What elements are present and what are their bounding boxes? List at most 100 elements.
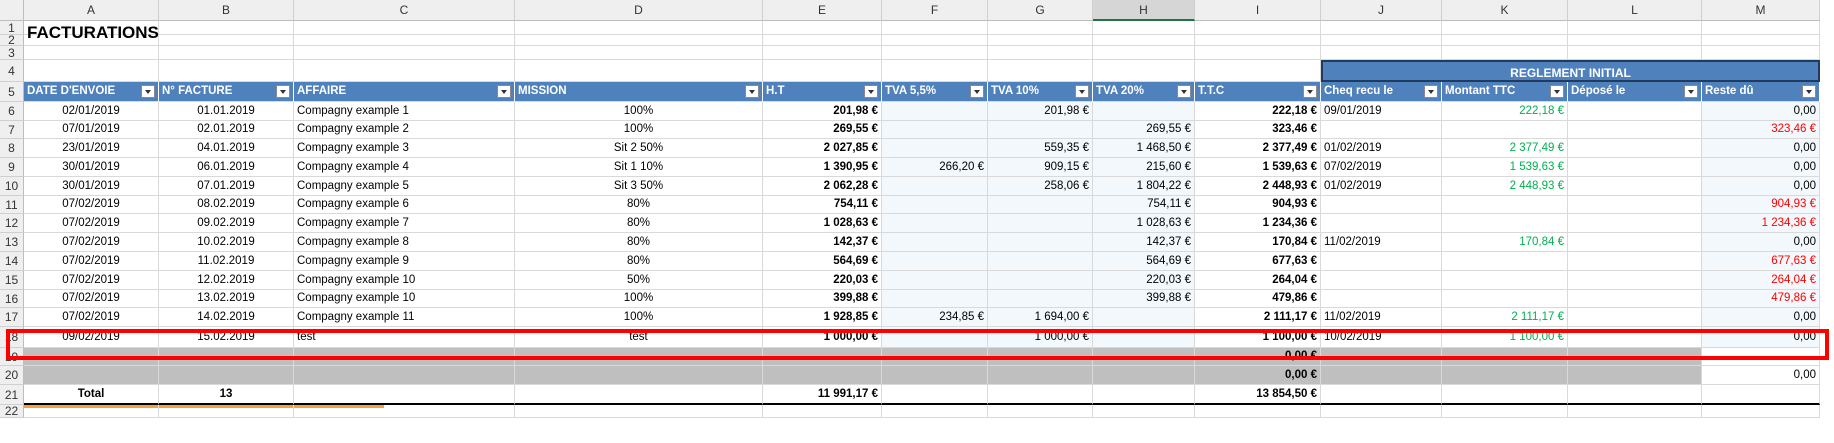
cell-gray[interactable] (763, 348, 882, 366)
cell-cheq[interactable]: 01/02/2019 (1321, 177, 1442, 196)
filter-dropdown-icon[interactable] (864, 85, 878, 98)
cell-date[interactable]: 07/02/2019 (24, 214, 159, 233)
empty-cell[interactable] (988, 405, 1093, 418)
cell-montant[interactable] (1442, 196, 1568, 214)
empty-cell[interactable] (882, 35, 988, 46)
row-header-4[interactable]: 4 (0, 60, 24, 82)
cell-date[interactable]: 09/02/2019 (24, 327, 159, 348)
empty-cell[interactable] (882, 60, 988, 82)
filter-dropdown-icon[interactable] (1075, 85, 1089, 98)
cell-mission[interactable]: 50% (515, 271, 763, 290)
cell-gray[interactable]: 0,00 € (1195, 348, 1321, 366)
cell-affaire[interactable]: test (294, 327, 515, 348)
empty-cell[interactable] (988, 21, 1093, 35)
row-header-22[interactable]: 22 (0, 405, 24, 418)
cell-montant[interactable] (1442, 214, 1568, 233)
row-header-10[interactable]: 10 (0, 177, 24, 196)
cell-mission[interactable]: 100% (515, 308, 763, 327)
cell-reste[interactable]: 0,00 (1702, 102, 1820, 121)
empty-cell[interactable] (1321, 405, 1442, 418)
total-cell[interactable] (1093, 385, 1195, 405)
cell-t55[interactable] (882, 271, 988, 290)
row-header-6[interactable]: 6 (0, 102, 24, 121)
cell-mission[interactable]: Sit 3 50% (515, 177, 763, 196)
column-header-k[interactable]: K (1442, 0, 1568, 21)
cell-ht[interactable]: 2 062,28 € (763, 177, 882, 196)
empty-cell[interactable] (1442, 46, 1568, 60)
filter-dropdown-icon[interactable] (141, 85, 155, 98)
empty-cell[interactable] (1093, 21, 1195, 35)
cell-t10[interactable]: 1 000,00 € (988, 327, 1093, 348)
cell-t10[interactable]: 1 694,00 € (988, 308, 1093, 327)
cell-montant[interactable]: 1 100,00 € (1442, 327, 1568, 348)
cell-gray[interactable] (1093, 366, 1195, 385)
empty-cell[interactable] (1568, 35, 1702, 46)
filter-dropdown-icon[interactable] (745, 85, 759, 98)
filter-dropdown-icon[interactable] (1424, 85, 1438, 98)
cell-depose[interactable] (1568, 308, 1702, 327)
cell-ttc[interactable]: 1 100,00 € (1195, 327, 1321, 348)
cell-ht[interactable]: 1 390,95 € (763, 158, 882, 177)
empty-cell[interactable] (1702, 35, 1820, 46)
cell-reste[interactable]: 0,00 (1702, 158, 1820, 177)
total-cell[interactable] (988, 385, 1093, 405)
empty-cell[interactable] (515, 35, 763, 46)
cell-date[interactable]: 07/02/2019 (24, 233, 159, 252)
row-header-3[interactable]: 3 (0, 46, 24, 60)
cell-t10[interactable] (988, 214, 1093, 233)
cell-depose[interactable] (1568, 233, 1702, 252)
empty-cell[interactable] (159, 21, 294, 35)
cell-date[interactable]: 07/02/2019 (24, 308, 159, 327)
cell-affaire[interactable]: Compagny example 7 (294, 214, 515, 233)
cell-t20[interactable]: 754,11 € (1093, 196, 1195, 214)
cell-montant[interactable] (1442, 271, 1568, 290)
cell-num[interactable]: 13.02.2019 (159, 290, 294, 308)
empty-cell[interactable] (24, 60, 159, 82)
cell-ttc[interactable]: 222,18 € (1195, 102, 1321, 121)
cell-t10[interactable]: 909,15 € (988, 158, 1093, 177)
cell-ttc[interactable]: 2 448,93 € (1195, 177, 1321, 196)
cell-affaire[interactable]: Compagny example 9 (294, 252, 515, 271)
empty-cell[interactable] (159, 35, 294, 46)
column-header-a[interactable]: A (24, 0, 159, 21)
empty-cell[interactable] (1195, 35, 1321, 46)
cell-t20[interactable] (1093, 327, 1195, 348)
cell-ht[interactable]: 754,11 € (763, 196, 882, 214)
column-header-d[interactable]: D (515, 0, 763, 21)
cell-t10[interactable]: 201,98 € (988, 102, 1093, 121)
empty-cell[interactable] (1195, 405, 1321, 418)
cell-t10[interactable] (988, 121, 1093, 139)
cell-num[interactable]: 10.02.2019 (159, 233, 294, 252)
column-header-c[interactable]: C (294, 0, 515, 21)
cell-t55[interactable] (882, 252, 988, 271)
cell-ht[interactable]: 1 028,63 € (763, 214, 882, 233)
cell-depose[interactable] (1568, 177, 1702, 196)
cell-mission[interactable]: 100% (515, 102, 763, 121)
cell-depose[interactable] (1568, 327, 1702, 348)
column-header-b[interactable]: B (159, 0, 294, 21)
cell-ttc[interactable]: 2 377,49 € (1195, 139, 1321, 158)
cell-reste[interactable]: 0,00 (1702, 308, 1820, 327)
empty-cell[interactable] (882, 21, 988, 35)
empty-cell[interactable] (1093, 46, 1195, 60)
cell-num[interactable]: 12.02.2019 (159, 271, 294, 290)
cell-mission[interactable]: 80% (515, 233, 763, 252)
cell-affaire[interactable]: Compagny example 10 (294, 290, 515, 308)
cell-t55[interactable] (882, 327, 988, 348)
empty-cell[interactable] (24, 46, 159, 60)
total-cell[interactable] (1442, 385, 1568, 405)
row-header-18[interactable]: 18 (0, 327, 24, 348)
cell-reste[interactable]: 0,00 (1702, 233, 1820, 252)
cell-reste[interactable]: 0,00 (1702, 177, 1820, 196)
cell-t20[interactable]: 142,37 € (1093, 233, 1195, 252)
row-header-17[interactable]: 17 (0, 308, 24, 327)
cell-date[interactable]: 02/01/2019 (24, 102, 159, 121)
cell-montant[interactable] (1442, 121, 1568, 139)
header-cell[interactable]: TVA 20% (1093, 82, 1195, 102)
total-cell[interactable] (1568, 385, 1702, 405)
column-header-g[interactable]: G (988, 0, 1093, 21)
cell-mission[interactable]: 80% (515, 252, 763, 271)
row-header-16[interactable]: 16 (0, 290, 24, 308)
cell-reste[interactable]: 264,04 € (1702, 271, 1820, 290)
header-cell[interactable]: TVA 5,5% (882, 82, 988, 102)
